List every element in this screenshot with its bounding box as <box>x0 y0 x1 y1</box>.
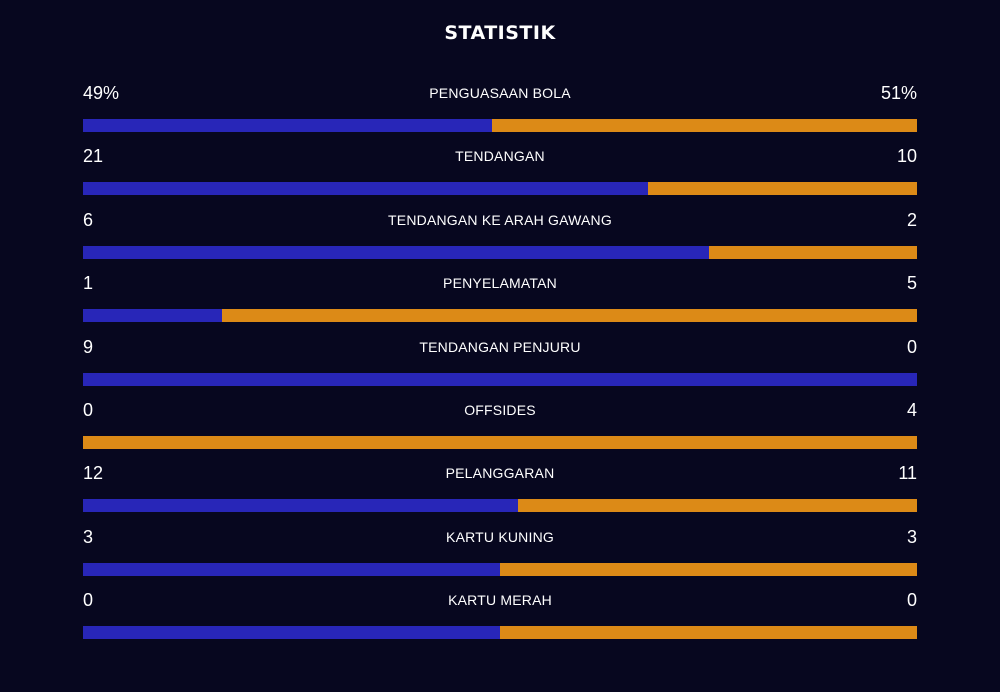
away-bar-segment <box>708 245 917 259</box>
stat-bar <box>83 499 917 513</box>
away-value: 51% <box>880 83 917 103</box>
away-value: 0 <box>906 590 917 611</box>
away-bar-segment <box>518 499 917 513</box>
stat-label: PENGUASAAN BOLA <box>429 85 571 101</box>
stat-label: TENDANGAN PENJURU <box>419 338 581 355</box>
away-value: 3 <box>906 526 917 547</box>
home-bar-segment <box>83 372 917 386</box>
home-bar-segment <box>83 309 222 323</box>
stat-label: PELANGGARAN <box>445 465 555 482</box>
home-value: 9 <box>83 336 94 357</box>
home-bar-segment <box>83 499 519 513</box>
away-bar-segment <box>83 435 917 449</box>
away-bar-segment <box>221 309 917 323</box>
away-value: 10 <box>896 146 917 167</box>
stat-row-saves: 1 PENYELAMATAN 5 <box>83 270 917 333</box>
stat-bar <box>83 562 917 576</box>
away-bar-segment <box>500 626 917 640</box>
away-value: 11 <box>898 463 917 484</box>
stat-row-offsides: 0 OFFSIDES 4 <box>83 397 917 460</box>
stat-row-shots-on-target: 6 TENDANGAN KE ARAH GAWANG 2 <box>83 207 917 270</box>
home-value: 1 <box>83 273 94 294</box>
stats-list: 49% PENGUASAAN BOLA 51% 21 TENDANGAN 10 <box>83 80 917 651</box>
away-value: 5 <box>906 273 917 294</box>
stat-bar <box>83 372 917 386</box>
stat-label: TENDANGAN KE ARAH GAWANG <box>388 211 612 228</box>
away-value: 0 <box>906 336 917 357</box>
stat-bar <box>83 626 917 640</box>
home-value: 6 <box>83 209 94 230</box>
home-bar-segment <box>83 626 500 640</box>
panel-title: STATISTIK <box>444 22 556 44</box>
stat-label: KARTU KUNING <box>446 528 554 545</box>
home-value: 0 <box>83 399 94 420</box>
stat-row-red-cards: 0 KARTU MERAH 0 <box>83 587 917 650</box>
stat-label: TENDANGAN <box>455 148 545 165</box>
stat-row-yellow-cards: 3 KARTU KUNING 3 <box>83 524 917 587</box>
home-value: 12 <box>83 463 104 484</box>
away-value: 2 <box>906 209 917 230</box>
stat-bar <box>83 309 917 323</box>
home-bar-segment <box>83 245 709 259</box>
stat-row-corners: 9 TENDANGAN PENJURU 0 <box>83 334 917 397</box>
stat-bar <box>83 435 917 449</box>
stat-label: OFFSIDES <box>464 401 536 418</box>
stat-row-shots: 21 TENDANGAN 10 <box>83 143 917 206</box>
away-value: 4 <box>906 399 917 420</box>
stat-row-possession: 49% PENGUASAAN BOLA 51% <box>83 80 917 143</box>
home-bar-segment <box>83 562 500 576</box>
home-bar-segment <box>83 182 648 196</box>
home-value: 49% <box>83 83 120 103</box>
stat-label: PENYELAMATAN <box>443 275 557 292</box>
stat-bar <box>83 182 917 196</box>
home-value: 0 <box>83 590 94 611</box>
home-value: 21 <box>83 146 104 167</box>
stat-label: KARTU MERAH <box>448 592 552 609</box>
home-bar-segment <box>83 119 492 132</box>
stat-row-fouls: 12 PELANGGARAN 11 <box>83 460 917 523</box>
away-bar-segment <box>491 119 917 132</box>
home-value: 3 <box>83 526 94 547</box>
away-bar-segment <box>647 182 917 196</box>
stat-bar <box>83 119 917 132</box>
stat-bar <box>83 245 917 259</box>
away-bar-segment <box>500 562 917 576</box>
